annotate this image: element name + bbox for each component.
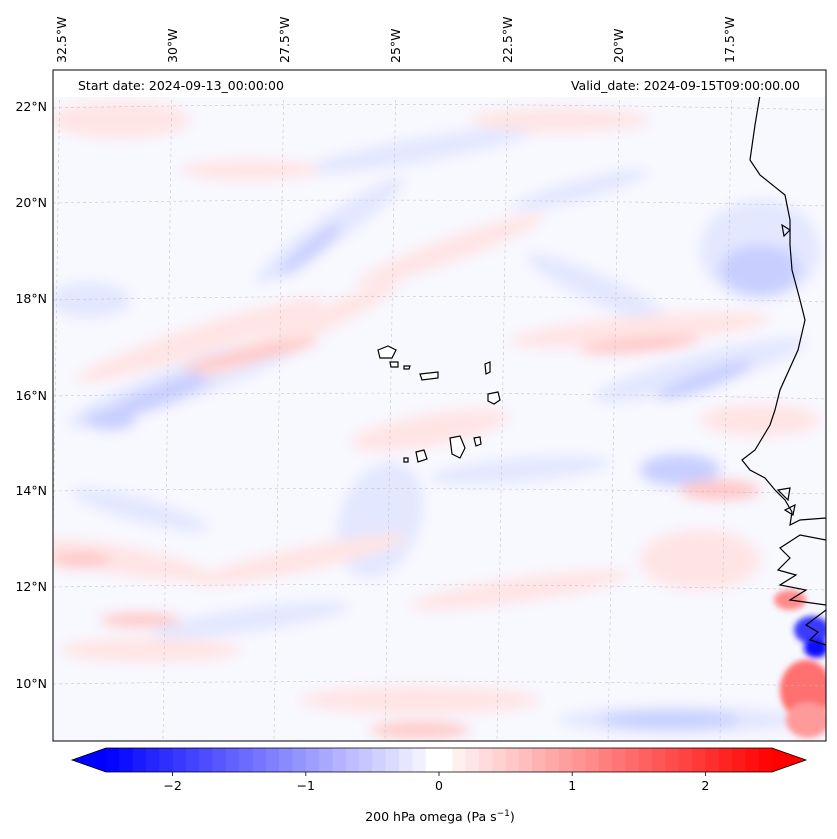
colorbar-label: 200 hPa omega (Pa s−1) [365, 809, 515, 824]
lat-tick-label: 18°N [15, 291, 47, 306]
colorbar-extend-max [772, 748, 806, 772]
lat-tick-label: 10°N [15, 676, 47, 691]
lon-tick-label: 20°W [611, 28, 626, 63]
colorbar-segment [652, 748, 666, 772]
start-date-label: Start date: 2024-09-13_00:00:00 [78, 78, 284, 93]
colorbar-segments [106, 748, 773, 772]
colorbar-tick-label: 2 [701, 778, 709, 793]
colorbar-segment [185, 748, 200, 772]
colorbar-segment [465, 748, 480, 772]
colorbar-segment [718, 748, 733, 772]
colorbar-segment [452, 748, 467, 772]
map-frame [52, 69, 827, 742]
lon-tick-label: 17.5°W [722, 17, 737, 63]
colorbar: −2 −1 0 1 2 200 hPa omega (Pa s−1) [70, 747, 808, 824]
colorbar-segment [345, 748, 360, 772]
colorbar-segment [399, 748, 413, 772]
lat-tick-label: 22°N [15, 99, 47, 114]
colorbar-segment [106, 748, 120, 772]
colorbar-tick-label: −2 [163, 778, 181, 793]
omega-field [53, 102, 820, 738]
colorbar-segment [439, 748, 453, 772]
colorbar-tick-label: 1 [568, 778, 576, 793]
colorbar-segment [372, 748, 387, 772]
colorbar-segment [518, 748, 533, 772]
colorbar-segment [159, 748, 173, 772]
map-area: Start date: 2024-09-13_00:00:00 Valid_da… [53, 70, 826, 741]
colorbar-segment [239, 748, 253, 772]
lon-tick-label: 25°W [388, 28, 403, 63]
colorbar-segment [145, 748, 160, 772]
colorbar-segment [252, 748, 267, 772]
cape-verde-islands [377, 345, 501, 463]
colorbar-segment [265, 748, 280, 772]
gridlines [53, 70, 826, 741]
colorbar-segment [745, 748, 760, 772]
colorbar-segment [359, 748, 373, 772]
colorbar-segment [132, 748, 147, 772]
lat-tick-label: 12°N [15, 579, 47, 594]
colorbar-segment [612, 748, 626, 772]
africa-coastline [741, 70, 826, 527]
colorbar-segment [732, 748, 746, 772]
colorbar-segment [385, 748, 400, 772]
lon-tick-label: 27.5°W [277, 17, 292, 63]
colorbar-segment [505, 748, 520, 772]
colorbar-segment [678, 748, 693, 772]
colorbar-segment [279, 748, 293, 772]
colorbar-segment [625, 748, 640, 772]
colorbar-segment [119, 748, 134, 772]
colorbar-segment [558, 748, 573, 772]
colorbar-segment [319, 748, 333, 772]
colorbar-segment [172, 748, 187, 772]
colorbar-segment [332, 748, 347, 772]
lon-tick-label: 22.5°W [500, 17, 515, 63]
colorbar-segment [212, 748, 227, 772]
colorbar-segment [585, 748, 600, 772]
colorbar-segment [478, 748, 493, 772]
colorbar-segment [425, 748, 440, 772]
colorbar-segment [305, 748, 320, 772]
colorbar-segment [292, 748, 307, 772]
colorbar-segment [199, 748, 213, 772]
colorbar-segment [572, 748, 586, 772]
lat-tick-label: 14°N [15, 483, 47, 498]
lon-tick-label: 30°W [165, 28, 180, 63]
colorbar-ticks: −2 −1 0 1 2 [163, 772, 709, 793]
lon-tick-label: 32.5°W [54, 17, 69, 63]
lat-tick-label: 20°N [15, 195, 47, 210]
colorbar-segment [412, 748, 427, 772]
coastlines [741, 70, 826, 646]
latitude-ticks: 22°N 20°N 18°N 16°N 14°N 12°N 10°N [15, 99, 47, 691]
colorbar-tick-label: −1 [297, 778, 315, 793]
colorbar-segment [225, 748, 240, 772]
colorbar-segment [705, 748, 720, 772]
colorbar-segment [532, 748, 546, 772]
colorbar-segment [492, 748, 506, 772]
colorbar-segment [758, 748, 773, 772]
lat-tick-label: 16°N [15, 388, 47, 403]
longitude-ticks: 32.5°W 30°W 27.5°W 25°W 22.5°W 20°W 17.5… [54, 17, 737, 63]
colorbar-segment [598, 748, 613, 772]
colorbar-segment [545, 748, 560, 772]
colorbar-segment [638, 748, 653, 772]
colorbar-segment [692, 748, 706, 772]
date-banner [53, 70, 826, 97]
valid-date-label: Valid_date: 2024-09-15T09:00:00.00 [571, 78, 800, 93]
colorbar-tick-label: 0 [435, 778, 443, 793]
colorbar-outline [70, 747, 808, 773]
colorbar-segment [665, 748, 680, 772]
colorbar-extend-min [72, 748, 106, 772]
